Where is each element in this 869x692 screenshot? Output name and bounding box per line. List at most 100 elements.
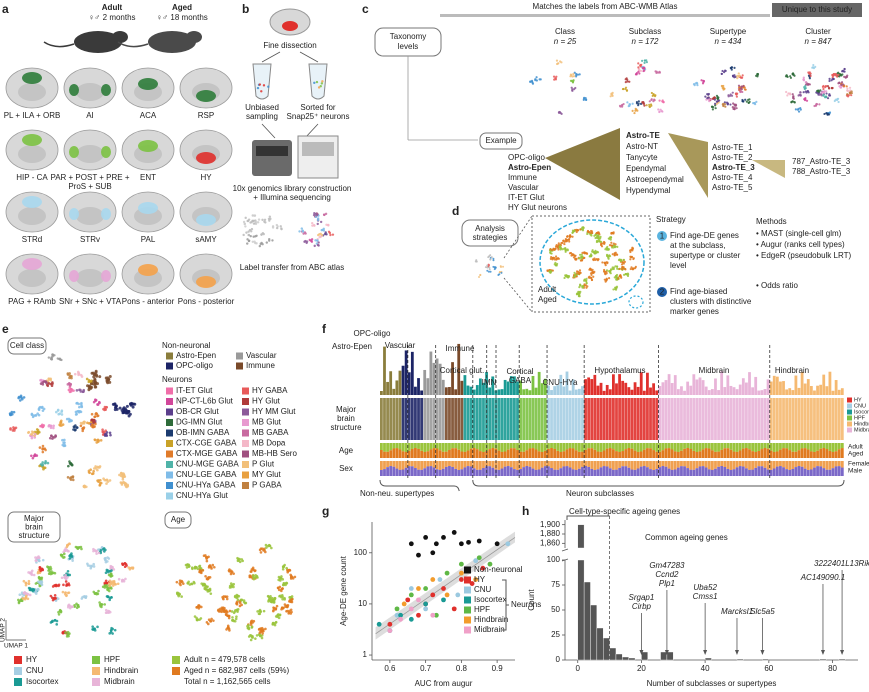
umap-dot [607,277,611,280]
label: + Illumina sequencing [253,193,331,202]
decor-age [809,443,813,452]
umap-dot [237,594,241,598]
decor-age [806,443,810,450]
point [494,541,500,547]
level-n: n = 172 [632,37,659,46]
decor-age [469,443,473,449]
umap-dot [247,233,251,237]
decor-age [444,443,448,452]
legend-swatch [14,667,22,675]
umap-dot [563,240,566,243]
umap-dot [235,602,238,605]
umap-dot [207,576,210,579]
decor-sex [618,467,621,476]
umap-dot [127,566,130,569]
decor-age [745,443,748,449]
decor-structure [380,398,383,440]
brain-region [138,140,158,152]
decor-sex [469,466,473,476]
decor-age [639,443,643,452]
umap-dot [69,419,72,423]
decor-age [822,448,826,458]
label: structure [18,531,50,540]
umap-dot [722,102,725,105]
decor-structure [816,398,819,440]
decor-sex [803,461,807,469]
label: 1 [660,232,665,241]
decor-age [642,443,646,450]
decor-age [516,443,519,451]
umap-dot [69,462,73,466]
umap-dot [589,229,593,233]
umap-dot [262,232,265,236]
umap-dot [255,575,258,579]
umap-dot [716,96,719,99]
umap-dot [113,402,117,406]
decor-bar [745,382,748,395]
decor-sex [454,468,458,476]
decor-bar [779,381,782,395]
arrow-head [639,650,644,655]
decor-sex [500,468,504,476]
label: Adult [102,3,123,12]
decor-sex [782,461,785,468]
umap-dot [638,72,641,75]
decor-age [608,443,612,449]
class-name: IT-ET Glut [508,193,545,202]
umap-axes [5,620,26,641]
umap-dot [575,272,578,275]
decor-sex [837,466,841,476]
umap-dot [555,257,558,260]
umap-dot [72,428,75,431]
legend-label: HY MM Glut [252,407,296,416]
decor-age [599,451,603,458]
label: sampling [246,112,278,121]
umap-dot [255,634,259,637]
umap-dot [285,566,288,570]
umap-dot [840,83,843,86]
umap-dot [803,97,807,101]
decor-age [819,443,823,449]
umap-dot [89,468,92,472]
bracket [566,515,610,520]
umap-dot [609,270,612,273]
umap-dot [79,424,83,428]
decor-structure [649,398,652,440]
umap-dot [199,570,202,574]
umap-dot [720,72,723,75]
decor-age [457,443,461,450]
umap-dot [605,272,608,275]
umap-dot [56,409,60,412]
umap-dot [487,270,490,273]
umap-dot [69,387,73,391]
cluster-name: 787_Astro-TE_3 [792,157,851,166]
decor-age [831,443,835,452]
bar [609,647,617,661]
decor-age [528,448,532,458]
umap-dot [744,98,747,101]
umap-dot [329,233,332,237]
umap-dot [248,228,252,232]
umap-dot [261,632,264,635]
umap-dot [81,427,85,430]
umap-dot [304,232,307,235]
umap-dot [535,76,538,79]
umap-dot [740,87,743,91]
decor-age [701,449,705,458]
label: Find age-biased [670,287,727,296]
decor-bar [692,374,696,395]
umap-dot [106,381,110,385]
decor-age [407,443,411,451]
decor-sex [383,461,386,470]
label: 2 [660,288,665,297]
decor-sex [519,469,522,476]
umap-dot [617,258,621,262]
decor-sex [568,467,572,476]
decor-bar [401,365,405,395]
decor-structure [695,398,699,440]
umap-dot [82,421,85,424]
umap-dot [642,101,645,104]
brain-region [69,84,79,96]
umap-dot [267,85,270,88]
decor-bar [543,378,547,395]
